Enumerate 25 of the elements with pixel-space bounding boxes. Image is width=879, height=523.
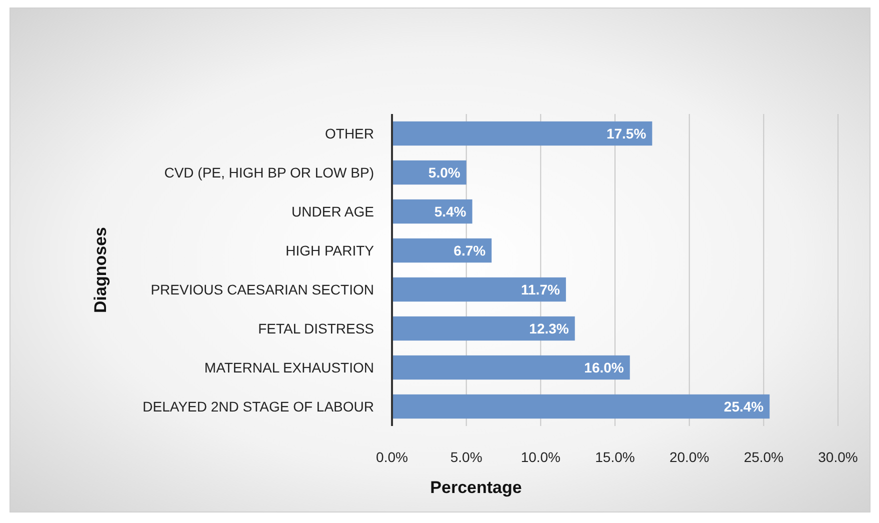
data-label: 5.0%: [428, 164, 461, 180]
y-tick-label: FETAL DISTRESS: [258, 320, 374, 336]
x-axis-title: Percentage: [430, 478, 522, 497]
data-label: 11.7%: [521, 281, 560, 298]
y-tick-label: HIGH PARITY: [286, 242, 375, 258]
y-tick-label: CVD (PE, HIGH BP OR LOW BP): [164, 164, 374, 180]
y-tick-label: PREVIOUS CAESARIAN SECTION: [150, 281, 374, 298]
data-label: 5.4%: [434, 203, 467, 220]
data-label: 17.5%: [606, 125, 647, 142]
x-tick-label: 30.0%: [818, 449, 858, 465]
x-tick-label: 10.0%: [520, 449, 561, 465]
data-label: 25.4%: [724, 398, 764, 414]
data-label: 12.3%: [529, 320, 570, 336]
y-tick-label: DELAYED 2ND STAGE OF LABOUR: [142, 398, 374, 414]
data-label: 16.0%: [584, 359, 624, 376]
y-tick-label: UNDER AGE: [292, 203, 374, 220]
x-tick-label: 20.0%: [669, 449, 710, 465]
y-tick-label: MATERNAL EXHAUSTION: [204, 359, 374, 376]
y-tick-label: OTHER: [325, 125, 374, 142]
x-tick-label: 0.0%: [376, 449, 408, 465]
x-tick-label: 25.0%: [744, 449, 784, 465]
x-tick-label: 5.0%: [450, 449, 482, 465]
data-label: 6.7%: [454, 242, 486, 258]
y-axis-title: Diagnoses: [91, 227, 110, 313]
x-tick-label: 15.0%: [595, 449, 635, 465]
